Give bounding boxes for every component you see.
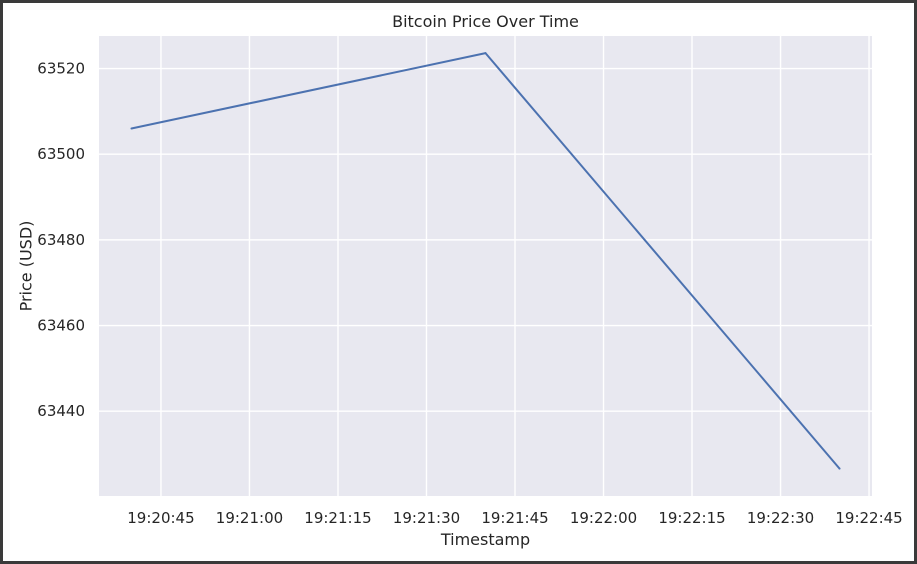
x-tick-label: 19:21:00 [216, 509, 283, 527]
x-tick-label: 19:22:00 [570, 509, 637, 527]
x-axis-title: Timestamp [440, 530, 530, 549]
x-tick-label: 19:20:45 [127, 509, 194, 527]
grid-lines [99, 36, 872, 496]
x-tick-label: 19:21:30 [393, 509, 460, 527]
chart-title: Bitcoin Price Over Time [392, 12, 579, 31]
data-point [484, 52, 487, 55]
series-group [130, 52, 841, 470]
y-tick-label: 63480 [37, 231, 85, 249]
y-tick-label: 63500 [37, 145, 85, 163]
y-tick-label: 63520 [37, 60, 85, 78]
plot-area [99, 36, 872, 496]
x-tick-label: 19:21:15 [304, 509, 371, 527]
y-axis-title: Price (USD) [17, 221, 36, 312]
y-tick-label: 63440 [37, 402, 85, 420]
x-tick-label: 19:22:45 [835, 509, 902, 527]
x-tick-labels: 19:20:45 19:21:00 19:21:15 19:21:30 19:21:45… [127, 509, 902, 527]
data-point [838, 467, 841, 470]
y-tick-labels: 63440 63460 63480 63500 63520 [37, 60, 85, 421]
data-point [130, 127, 133, 130]
y-tick-label: 63460 [37, 317, 85, 335]
x-tick-label: 19:22:30 [747, 509, 814, 527]
x-tick-label: 19:21:45 [481, 509, 548, 527]
x-tick-label: 19:22:15 [658, 509, 725, 527]
